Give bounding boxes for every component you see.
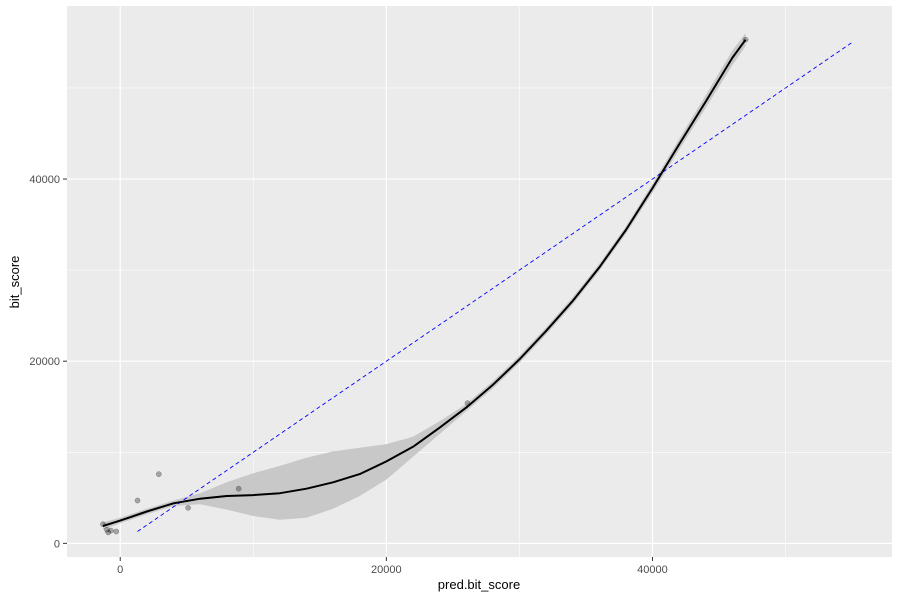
major-gridlines xyxy=(67,6,892,557)
x-tick-label: 0 xyxy=(117,564,123,576)
data-point xyxy=(104,526,110,533)
confidence-band xyxy=(102,33,746,530)
points-layer xyxy=(100,36,749,536)
y-tick-label: 20000 xyxy=(29,356,60,368)
data-point xyxy=(235,485,242,492)
data-point xyxy=(185,504,191,511)
data-point xyxy=(742,36,749,43)
y-axis-title: bit_score xyxy=(7,256,22,309)
data-point xyxy=(100,521,106,528)
x-tick-label: 40000 xyxy=(637,564,668,576)
y-tick-label: 40000 xyxy=(29,174,60,186)
x-tick-label: 20000 xyxy=(371,564,402,576)
x-axis-title: pred.bit_score xyxy=(438,577,520,592)
data-point xyxy=(155,471,162,477)
reference-line-layer xyxy=(137,42,853,532)
plot-panel xyxy=(67,6,892,557)
data-point xyxy=(134,497,141,504)
smooth-line-layer xyxy=(102,39,747,527)
y-tick-label: 0 xyxy=(54,538,60,550)
data-point xyxy=(108,527,114,534)
confidence-band-layer xyxy=(102,33,746,530)
smooth-line xyxy=(102,39,747,527)
data-point xyxy=(464,400,471,406)
y-axis-ticks: 0 20000 40000 xyxy=(29,174,67,550)
x-axis-ticks: 0 20000 40000 xyxy=(117,557,668,576)
data-point xyxy=(105,529,112,536)
data-point xyxy=(113,528,120,535)
minor-gridlines xyxy=(67,6,892,557)
reference-line xyxy=(137,42,853,532)
